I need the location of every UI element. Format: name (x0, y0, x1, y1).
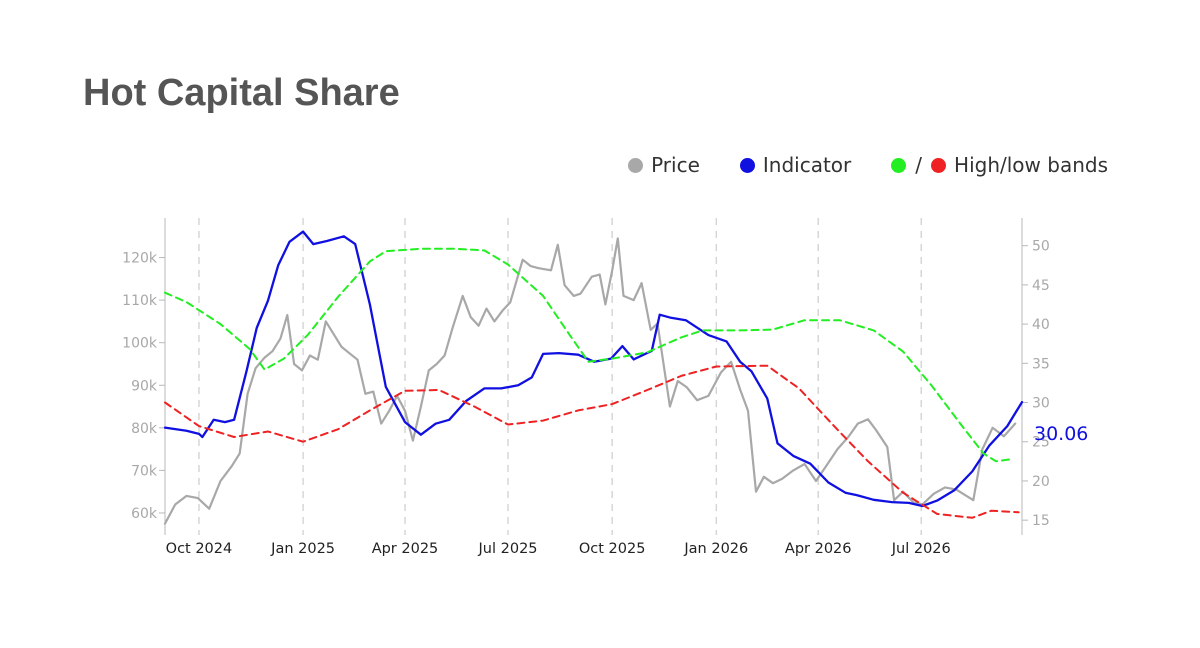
legend-label-indicator: Indicator (762, 153, 852, 177)
x-tick-label: Oct 2024 (166, 541, 233, 557)
right-tick-label: 30 (1032, 396, 1050, 412)
legend-item-indicator[interactable]: Indicator (739, 153, 852, 177)
right-tick-label: 25 (1032, 435, 1050, 451)
high-band-swatch-icon (891, 157, 907, 173)
legend-separator: / (915, 153, 923, 177)
right-tick-label: 20 (1032, 474, 1050, 490)
x-tick-label: Jul 2025 (478, 541, 538, 557)
right-tick-label: 15 (1032, 513, 1050, 529)
low-band-series-line (164, 364, 1020, 519)
left-tick-label: 110k (122, 293, 158, 309)
price-series-line (163, 237, 1017, 525)
left-tick-label: 120k (122, 251, 158, 267)
indicator-swatch-icon (739, 157, 755, 173)
right-tick-label: 35 (1032, 356, 1050, 372)
high-band-series-line (164, 247, 1014, 463)
left-tick-label: 60k (131, 506, 158, 522)
right-tick-label: 50 (1032, 239, 1050, 255)
indicator-latest-value-label: 30.06 (1034, 423, 1088, 445)
x-tick-label: Jan 2026 (683, 541, 748, 557)
right-tick-label: 45 (1032, 278, 1050, 294)
legend-label-price: Price (651, 153, 700, 177)
legend: Price Indicator / High/low bands (628, 153, 1108, 177)
x-tick-label: Apr 2026 (785, 541, 852, 557)
right-tick-label: 40 (1032, 317, 1050, 333)
left-tick-label: 70k (131, 463, 158, 479)
left-tick-label: 80k (131, 421, 158, 437)
low-band-swatch-icon (931, 157, 947, 173)
chart-title: Hot Capital Share (83, 72, 400, 114)
left-tick-label: 90k (131, 378, 158, 394)
left-tick-label: 100k (122, 336, 158, 352)
legend-item-price[interactable]: Price (628, 153, 700, 177)
price-swatch-icon (628, 157, 644, 173)
x-tick-label: Apr 2025 (372, 541, 439, 557)
x-tick-label: Jul 2026 (891, 541, 951, 557)
legend-item-bands[interactable]: / High/low bands (891, 153, 1108, 177)
legend-label-bands: High/low bands (954, 153, 1108, 177)
indicator-series-line (163, 230, 1024, 508)
x-tick-label: Oct 2025 (579, 541, 646, 557)
x-tick-label: Jan 2025 (270, 541, 335, 557)
